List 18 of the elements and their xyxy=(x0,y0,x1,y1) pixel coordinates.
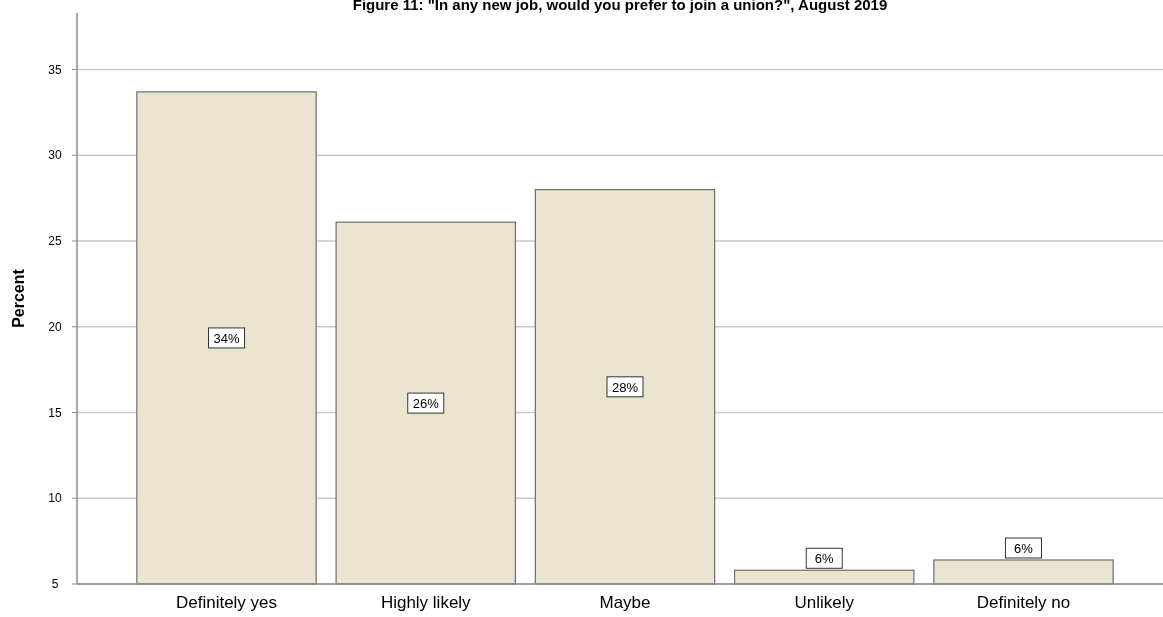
y-tick-label: 25 xyxy=(48,234,62,249)
x-tick-label: Definitely yes xyxy=(175,593,278,612)
x-tick-label: Unlikely xyxy=(794,593,855,612)
y-tick-label: 10 xyxy=(48,491,62,506)
y-tick-label: 35 xyxy=(48,62,62,77)
x-tick-label: Definitely no xyxy=(976,593,1071,612)
y-tick-label: 15 xyxy=(48,405,62,420)
y-tick-label: 5 xyxy=(51,577,59,591)
x-tick-label: Maybe xyxy=(599,593,651,612)
y-tick-label: 20 xyxy=(48,319,62,334)
data-label: 34% xyxy=(213,330,240,346)
y-tick-label: 30 xyxy=(48,148,62,163)
y-axis-title: Percent xyxy=(10,268,27,328)
data-label: 6% xyxy=(814,551,835,567)
x-tick-label: Highly likely xyxy=(380,593,472,612)
data-label: 28% xyxy=(611,379,639,395)
data-label: 6% xyxy=(1014,540,1034,556)
data-label: 26% xyxy=(412,396,440,412)
